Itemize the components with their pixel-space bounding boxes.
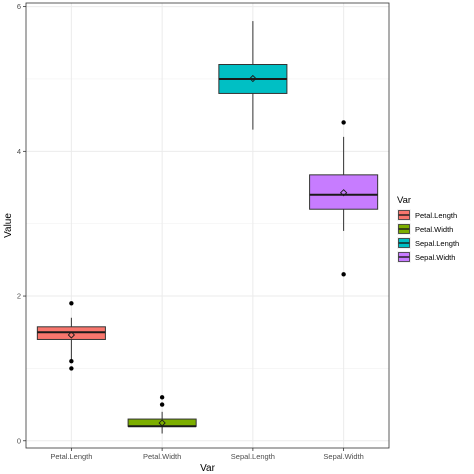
x-axis-title: Var: [200, 463, 215, 474]
x-tick-label: Petal.Length: [50, 452, 92, 461]
y-axis-title: Value: [3, 213, 14, 238]
box-sepal-width: [309, 120, 379, 277]
panel-background: [26, 3, 389, 448]
mean-marker: [67, 331, 76, 339]
y-tick-label: 4: [17, 147, 21, 156]
panel-border: [25, 2, 390, 449]
outlier-point: [69, 301, 74, 306]
mean-marker: [249, 74, 257, 83]
legend-label: Petal.Length: [415, 211, 457, 220]
legend-item-petal-length: Petal.Length: [397, 209, 457, 221]
legend-item-sepal-width: Sepal.Width: [397, 251, 455, 263]
boxes: [36, 21, 379, 434]
legend-label: Sepal.Width: [415, 253, 455, 262]
mean-marker: [339, 189, 348, 197]
outlier-point: [69, 366, 74, 371]
legend-item-petal-width: Petal.Width: [397, 223, 453, 235]
legend-label: Petal.Width: [415, 225, 453, 234]
outlier-point: [341, 272, 346, 277]
outlier-point: [69, 358, 74, 364]
x-tick-label: Sepal.Width: [323, 452, 363, 461]
x-tick-label: Petal.Width: [143, 452, 181, 461]
grid: [25, 2, 390, 449]
box-iqr: [309, 174, 379, 210]
y-tick-label: 0: [17, 436, 21, 445]
x-tick-labels: Petal.Length Petal.Width Sepal.Length Sepal…: [50, 448, 364, 461]
outlier-point: [341, 120, 346, 125]
legend-item-sepal-length: Sepal.Length: [397, 237, 459, 249]
box-petal-width: [127, 395, 197, 434]
box-petal-length: [36, 301, 106, 371]
box-sepal-length: [218, 21, 288, 130]
y-tick-label: 2: [17, 292, 21, 301]
x-tick-label: Sepal.Length: [231, 452, 275, 461]
legend-label: Sepal.Length: [415, 239, 459, 248]
outlier-point: [159, 395, 165, 400]
y-tick-label: 6: [17, 2, 21, 11]
y-tick-labels: 0 2 4 6: [17, 2, 26, 445]
mean-marker: [158, 419, 166, 427]
legend: Var Petal.Length Petal.Width Sepal.Length S…: [397, 195, 459, 263]
outlier-point: [159, 402, 165, 407]
legend-title: Var: [397, 195, 411, 206]
